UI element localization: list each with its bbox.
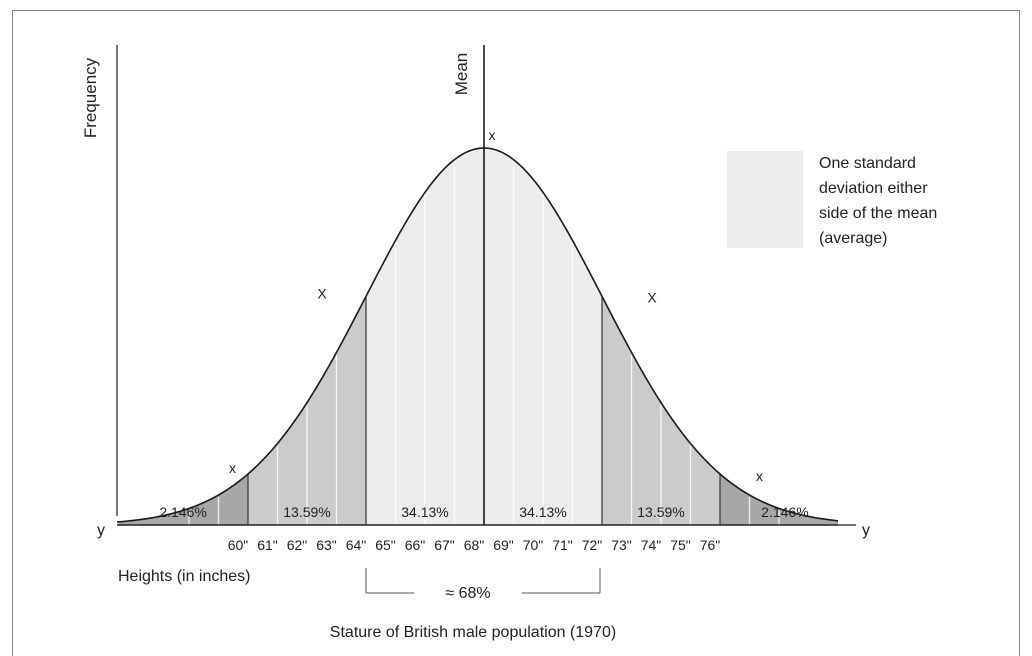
stripes-layer bbox=[117, 161, 838, 526]
band-label: 2.146% bbox=[159, 504, 206, 520]
curve-markers: x Xx Xx bbox=[229, 127, 763, 484]
curve-marker: x bbox=[756, 468, 763, 484]
legend-line-2: deviation either bbox=[819, 180, 928, 197]
bell-curve bbox=[116, 147, 839, 523]
x-tick-label: 65" bbox=[375, 537, 396, 553]
x-tick-label: 61" bbox=[257, 537, 278, 553]
legend-swatch bbox=[727, 151, 803, 248]
band-labels: 2.146% 13.59% 34.13% 34.13% 13.59% 2.146% bbox=[159, 504, 808, 520]
x-tick-label: 63" bbox=[316, 537, 337, 553]
x-tick-label: 74" bbox=[641, 537, 662, 553]
x-tick-label: 73" bbox=[611, 537, 632, 553]
x-axis-label: Heights (in inches) bbox=[118, 568, 251, 585]
x-tick-label: 67" bbox=[434, 537, 455, 553]
band-label: 13.59% bbox=[637, 504, 684, 520]
band-label: 13.59% bbox=[283, 504, 330, 520]
x-tick-label: 62" bbox=[287, 537, 308, 553]
legend-line-4: (average) bbox=[819, 230, 887, 247]
x-tick-label: 69" bbox=[493, 537, 514, 553]
bracket-label: ≈ 68% bbox=[445, 585, 490, 602]
x-tick-label: 68" bbox=[464, 537, 485, 553]
legend-line-3: side of the mean bbox=[819, 205, 937, 222]
curve-marker: X bbox=[647, 289, 657, 305]
axis-end-label-left: y bbox=[97, 522, 105, 539]
axis-end-label-right: y bbox=[862, 522, 870, 539]
chart-title: Stature of British male population (1970… bbox=[330, 624, 616, 641]
x-tick-label: 70" bbox=[523, 537, 544, 553]
x-tick-label: 75" bbox=[670, 537, 691, 553]
curve-marker: x bbox=[489, 127, 496, 143]
x-tick-label: 71" bbox=[552, 537, 573, 553]
x-tick-labels: 60" 61" 62" 63" 64" 65" 66" 67" 68" 69" 70" 71" 72" 7… bbox=[228, 537, 721, 553]
band-label: 34.13% bbox=[519, 504, 566, 520]
x-tick-label: 64" bbox=[346, 537, 367, 553]
band-left-outer bbox=[118, 473, 248, 525]
x-tick-label: 66" bbox=[405, 537, 426, 553]
curve-marker: X bbox=[317, 285, 327, 301]
sixty-eight-bracket: ≈ 68% bbox=[365, 568, 601, 602]
band-label: 2.146% bbox=[761, 504, 808, 520]
x-tick-label: 72" bbox=[582, 537, 603, 553]
band-label: 34.13% bbox=[401, 504, 448, 520]
x-tick-label: 76" bbox=[700, 537, 721, 553]
legend: One standard deviation either side of th… bbox=[727, 151, 937, 248]
legend-line-1: One standard bbox=[819, 155, 916, 172]
y-axis-label: Frequency bbox=[81, 57, 100, 138]
x-tick-label: 60" bbox=[228, 537, 249, 553]
curve-marker: x bbox=[229, 460, 236, 476]
mean-label: Mean bbox=[452, 53, 471, 96]
